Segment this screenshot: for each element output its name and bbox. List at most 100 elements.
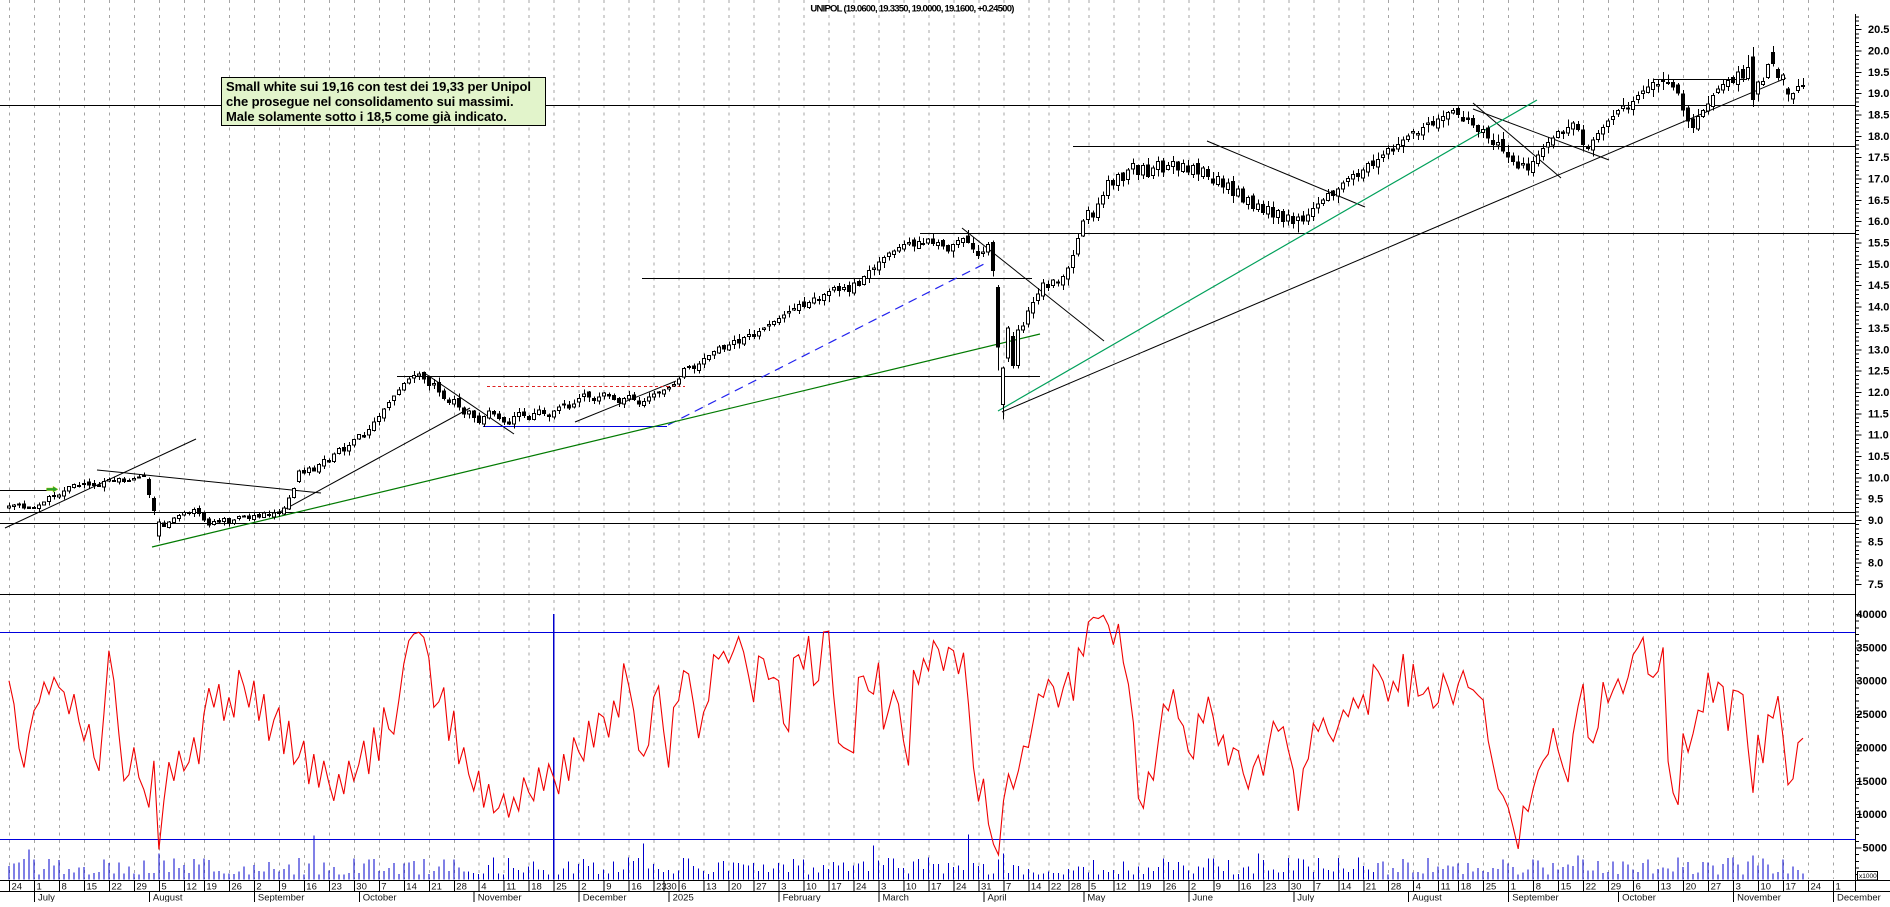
svg-text:20.0: 20.0	[1868, 46, 1889, 58]
svg-text:17: 17	[831, 882, 842, 893]
svg-text:10.5: 10.5	[1868, 451, 1889, 463]
svg-text:23: 23	[656, 882, 667, 893]
svg-text:25: 25	[1486, 882, 1497, 893]
svg-text:13: 13	[1661, 882, 1672, 893]
svg-text:19: 19	[206, 882, 217, 893]
svg-text:2: 2	[256, 882, 261, 893]
svg-text:September: September	[258, 893, 304, 903]
svg-text:November: November	[1737, 893, 1781, 903]
svg-text:March: March	[883, 893, 909, 903]
svg-text:x1000: x1000	[1859, 873, 1877, 880]
svg-text:20.5: 20.5	[1868, 24, 1889, 36]
svg-text:29: 29	[136, 882, 147, 893]
svg-text:7: 7	[381, 882, 386, 893]
svg-text:17.0: 17.0	[1868, 174, 1889, 186]
svg-text:22: 22	[1051, 882, 1062, 893]
svg-text:2: 2	[1191, 882, 1196, 893]
svg-text:November: November	[478, 893, 522, 903]
svg-text:3: 3	[1736, 882, 1741, 893]
svg-text:UNIPOL (19.0600, 19.3350, 19.0: UNIPOL (19.0600, 19.3350, 19.0000, 19.16…	[810, 4, 1014, 15]
svg-text:15: 15	[87, 882, 98, 893]
svg-text:August: August	[1412, 893, 1442, 903]
svg-text:15000: 15000	[1856, 776, 1887, 788]
svg-text:8: 8	[1536, 882, 1541, 893]
svg-text:December: December	[1837, 893, 1881, 903]
svg-text:15: 15	[1561, 882, 1572, 893]
svg-text:6: 6	[681, 882, 686, 893]
svg-text:20: 20	[1686, 882, 1697, 893]
svg-text:31: 31	[981, 882, 992, 893]
svg-text:24: 24	[12, 882, 23, 893]
svg-text:12: 12	[186, 882, 197, 893]
svg-text:9: 9	[281, 882, 286, 893]
svg-text:5000: 5000	[1863, 843, 1887, 855]
svg-text:October: October	[363, 893, 397, 903]
svg-text:24: 24	[856, 882, 867, 893]
svg-text:19.5: 19.5	[1868, 67, 1889, 79]
svg-text:21: 21	[1366, 882, 1377, 893]
svg-text:12.0: 12.0	[1868, 387, 1889, 399]
svg-text:22: 22	[111, 882, 122, 893]
svg-text:20000: 20000	[1856, 742, 1887, 754]
svg-text:13.5: 13.5	[1868, 323, 1889, 335]
svg-text:29: 29	[1611, 882, 1622, 893]
svg-text:14.0: 14.0	[1868, 302, 1889, 314]
svg-text:18.5: 18.5	[1868, 110, 1889, 122]
svg-text:23: 23	[331, 882, 342, 893]
svg-text:2: 2	[581, 882, 586, 893]
svg-text:Small white sui 19,16 con test: Small white sui 19,16 con test dei 19,33…	[226, 79, 531, 94]
svg-text:September: September	[1512, 893, 1558, 903]
svg-text:8: 8	[62, 882, 67, 893]
svg-text:30: 30	[356, 882, 367, 893]
svg-text:25: 25	[556, 882, 567, 893]
svg-text:che prosegue nel consolidament: che prosegue nel consolidamento sui mass…	[226, 94, 513, 109]
svg-text:5: 5	[1091, 882, 1096, 893]
svg-text:1: 1	[1836, 882, 1841, 893]
svg-text:12: 12	[1116, 882, 1127, 893]
svg-text:1: 1	[1511, 882, 1516, 893]
svg-text:February: February	[783, 893, 821, 903]
svg-text:7: 7	[1006, 882, 1011, 893]
svg-text:11: 11	[1441, 882, 1451, 893]
svg-text:July: July	[38, 893, 55, 903]
svg-text:16.0: 16.0	[1868, 216, 1889, 228]
svg-text:18.0: 18.0	[1868, 131, 1889, 143]
svg-text:December: December	[583, 893, 627, 903]
svg-text:17: 17	[1786, 882, 1797, 893]
svg-text:40000: 40000	[1856, 609, 1887, 621]
svg-text:8.5: 8.5	[1868, 536, 1883, 548]
svg-text:10: 10	[806, 882, 817, 893]
svg-text:9.5: 9.5	[1868, 494, 1883, 506]
svg-text:19.0: 19.0	[1868, 88, 1889, 100]
svg-text:24: 24	[956, 882, 967, 893]
svg-text:26: 26	[1166, 882, 1177, 893]
svg-text:23: 23	[1266, 882, 1277, 893]
svg-text:July: July	[1297, 893, 1314, 903]
svg-text:14: 14	[1341, 882, 1352, 893]
svg-text:Male solamente sotto i 18,5 co: Male solamente sotto i 18,5 come già ind…	[226, 109, 507, 124]
svg-text:April: April	[988, 893, 1007, 903]
svg-text:20: 20	[731, 882, 742, 893]
svg-text:4: 4	[1416, 882, 1421, 893]
svg-text:16: 16	[631, 882, 642, 893]
svg-text:October: October	[1622, 893, 1656, 903]
svg-text:15.0: 15.0	[1868, 259, 1889, 271]
svg-text:16: 16	[1241, 882, 1252, 893]
svg-text:22: 22	[1586, 882, 1597, 893]
svg-text:18: 18	[1461, 882, 1472, 893]
svg-text:June: June	[1192, 893, 1213, 903]
svg-text:30: 30	[1291, 882, 1302, 893]
svg-text:28: 28	[456, 882, 467, 893]
svg-text:6: 6	[1636, 882, 1641, 893]
svg-text:9.0: 9.0	[1868, 515, 1883, 527]
svg-text:28: 28	[1391, 882, 1402, 893]
svg-text:11.5: 11.5	[1868, 408, 1889, 420]
svg-text:14.5: 14.5	[1868, 280, 1889, 292]
svg-text:27: 27	[756, 882, 767, 893]
svg-text:11: 11	[506, 882, 516, 893]
svg-text:19: 19	[1141, 882, 1152, 893]
svg-text:10: 10	[1761, 882, 1772, 893]
svg-text:17.5: 17.5	[1868, 152, 1889, 164]
svg-text:14: 14	[406, 882, 417, 893]
svg-text:3: 3	[881, 882, 886, 893]
